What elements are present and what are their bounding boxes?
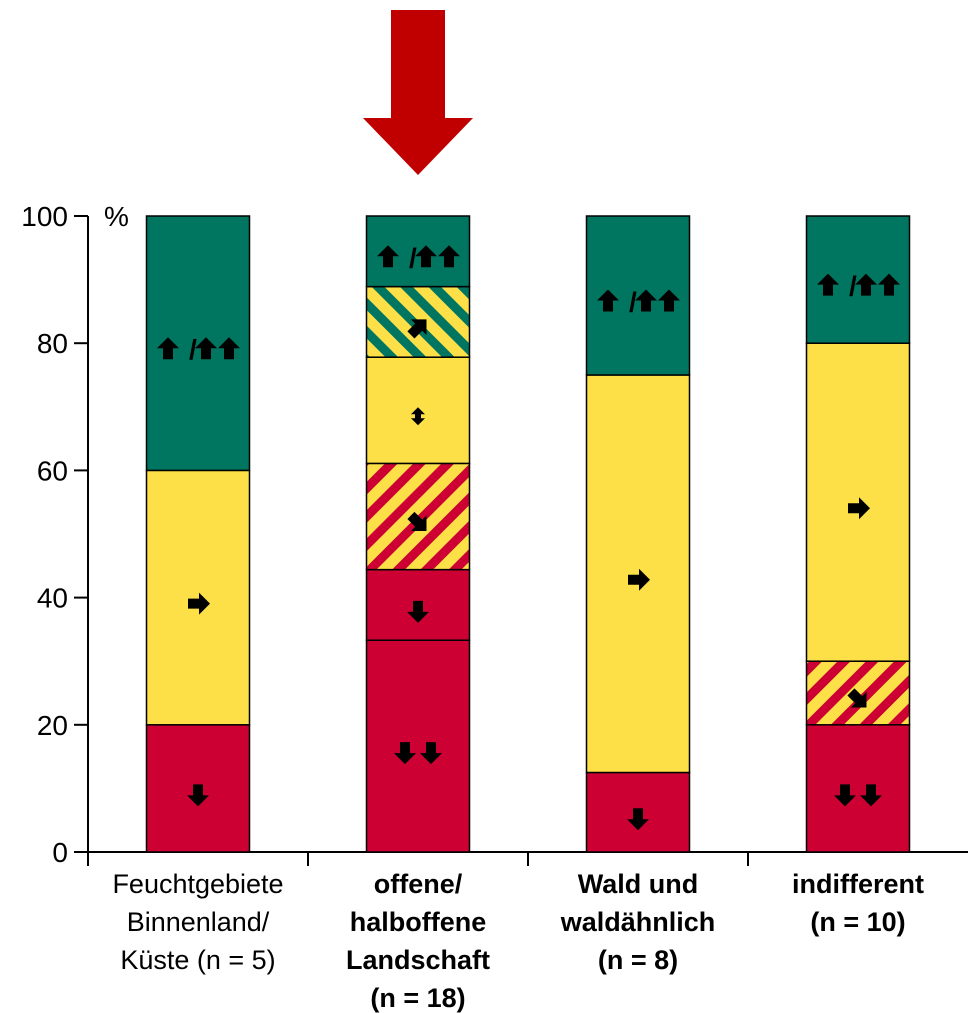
trend-symbol-icon: /	[377, 242, 460, 273]
trend-symbol-icon	[407, 600, 429, 623]
bar-segment	[145, 469, 251, 726]
y-tick-label: 20	[37, 710, 68, 741]
trend-symbol-icon	[628, 568, 650, 591]
svg-text:/: /	[849, 271, 857, 302]
svg-text:/: /	[629, 287, 637, 318]
trend-symbol-icon	[627, 808, 649, 831]
bar-segment	[365, 639, 471, 853]
trend-symbol-icon: /	[817, 271, 900, 302]
trend-symbol-icon	[407, 319, 427, 339]
trend-symbol-icon	[847, 688, 867, 708]
y-tick-label: 80	[37, 328, 68, 359]
highlight-arrow-icon	[363, 10, 473, 175]
trend-symbol-icon	[411, 407, 425, 426]
bar-segment	[805, 660, 911, 726]
bar-segment	[805, 342, 911, 662]
svg-text:/: /	[409, 242, 417, 273]
trend-symbol-icon	[834, 784, 882, 807]
y-tick-label: 40	[37, 583, 68, 614]
y-tick-label: 60	[37, 455, 68, 486]
category-label: indifferent (n = 10)	[792, 869, 924, 937]
trend-symbol-icon	[187, 784, 209, 807]
y-tick-label: 100	[21, 201, 68, 232]
trend-symbol-icon: /	[157, 334, 240, 365]
svg-text:/: /	[189, 334, 197, 365]
trend-symbol-icon	[848, 497, 870, 520]
category-label: offene/halboffene Landschaft (n = 18)	[346, 869, 490, 1013]
trend-symbol-icon	[188, 592, 210, 615]
trend-symbol-icon	[407, 511, 427, 531]
bar-segment	[805, 724, 911, 853]
category-label: Feuchtgebiete Binnenland/Küste (n = 5)	[112, 869, 283, 975]
bar-segment	[585, 374, 691, 774]
y-unit-label: %	[104, 201, 129, 232]
y-tick-label: 0	[52, 837, 68, 868]
trend-symbol-icon: /	[597, 287, 680, 318]
trend-symbol-icon	[394, 742, 442, 765]
category-label: Wald und waldähnlich (n = 8)	[560, 869, 716, 975]
